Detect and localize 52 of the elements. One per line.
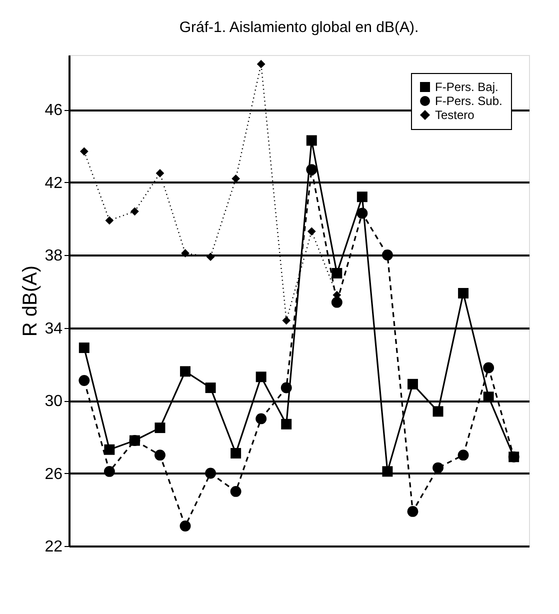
point — [256, 413, 267, 424]
point — [180, 366, 191, 377]
chart-title: Gráf-1. Aislamiento global en dB(A). — [179, 19, 419, 36]
y-tick-label: 34 — [44, 320, 63, 338]
point — [230, 448, 242, 458]
point — [154, 450, 166, 461]
y-tick-label: 26 — [44, 466, 63, 483]
point — [407, 506, 418, 517]
point — [104, 466, 115, 477]
point — [130, 207, 139, 216]
point — [382, 250, 393, 261]
point — [180, 520, 191, 532]
point — [205, 468, 216, 479]
point — [156, 169, 164, 178]
point — [382, 466, 393, 477]
point — [307, 227, 316, 236]
point — [458, 450, 469, 461]
point — [78, 375, 90, 386]
point — [104, 444, 115, 455]
point — [282, 316, 291, 325]
point — [483, 362, 494, 374]
point — [306, 164, 318, 176]
point — [205, 382, 216, 394]
point — [306, 135, 317, 146]
y-tick-label: 42 — [44, 174, 63, 192]
y-tick-label: 22 — [44, 538, 63, 556]
y-axis-title: R dB(A) — [20, 265, 42, 337]
legend-label: Testero — [435, 108, 475, 122]
point — [181, 249, 190, 258]
point — [256, 372, 266, 382]
point — [280, 382, 292, 394]
y-tick-label: 46 — [44, 102, 63, 120]
legend-label: F-Pers. Baj. — [435, 80, 498, 94]
y-tick-label: 30 — [44, 393, 63, 410]
y-tick-label: 38 — [44, 248, 63, 265]
point — [105, 216, 114, 225]
point — [458, 288, 469, 298]
point — [78, 342, 90, 354]
point — [356, 192, 368, 202]
point — [432, 406, 444, 417]
point — [256, 60, 266, 68]
point — [432, 462, 444, 474]
point — [80, 147, 88, 156]
point — [332, 268, 342, 278]
point — [230, 486, 242, 497]
point — [154, 422, 166, 434]
legend-label: F-Pers. Sub. — [435, 94, 502, 108]
point — [331, 296, 342, 308]
point — [356, 208, 368, 219]
point — [281, 418, 292, 430]
point — [407, 378, 418, 390]
point — [206, 252, 215, 262]
